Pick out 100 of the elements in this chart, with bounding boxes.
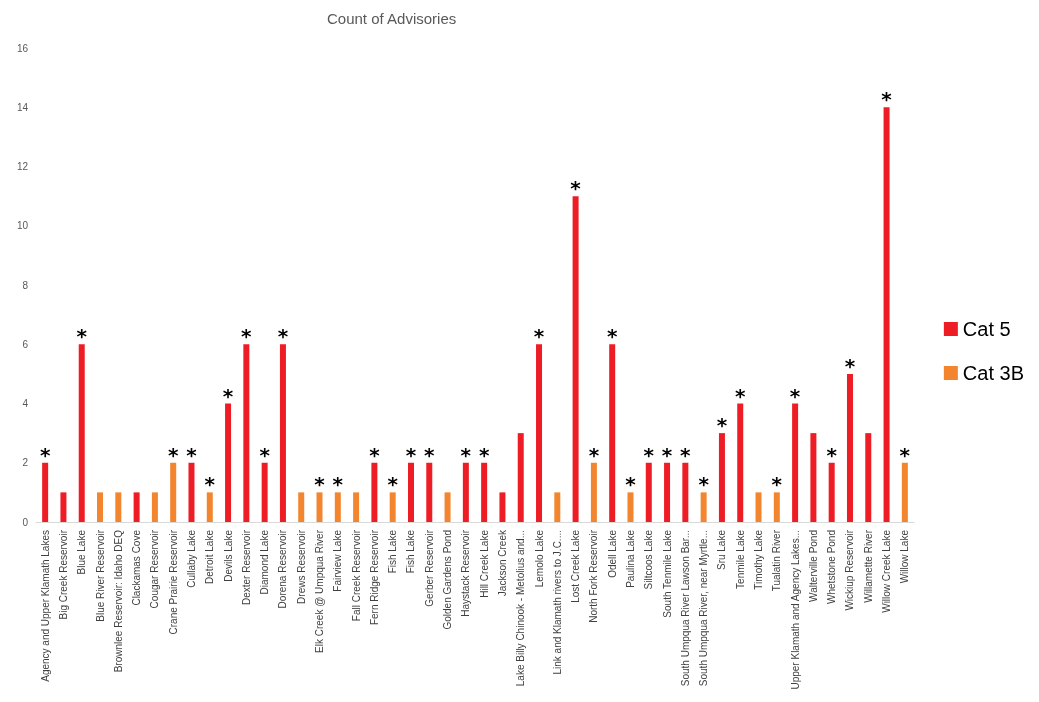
data-label: * [643, 442, 655, 467]
x-tick-label: Hill Creek Lake [478, 529, 490, 598]
x-tick-label: Drews Reservoir [295, 529, 307, 604]
x-tick-label: Willamette River [862, 529, 874, 603]
bar [664, 462, 671, 522]
bar [206, 492, 213, 522]
x-tick-label: Fall Creek Reservoir [350, 529, 362, 622]
bar [389, 492, 396, 522]
x-tick-label: Golden Gardens Pond [442, 530, 454, 630]
bar [700, 492, 707, 522]
data-label: * [424, 442, 436, 467]
data-label: * [167, 442, 179, 467]
x-tick-label: Odell Lake [606, 529, 618, 578]
data-label: * [625, 472, 637, 497]
data-label: * [716, 413, 728, 438]
bar [279, 344, 286, 522]
x-tick-label: Devils Lake [222, 529, 234, 582]
y-tick-label: 8 [22, 279, 29, 291]
y-tick-label: 2 [22, 457, 29, 469]
data-label: * [588, 442, 600, 467]
x-tick-label: Haystack Reservoir [460, 529, 472, 617]
x-tick-label: Upper Klamath and Agency Lakes... [789, 530, 801, 690]
data-label: * [698, 472, 710, 497]
y-tick-label: 6 [22, 338, 29, 350]
bar [334, 492, 341, 522]
x-tick-label: Paulina Lake [624, 529, 636, 588]
x-tick-label: Crane Prairie Reservoir [167, 529, 179, 635]
bar [426, 462, 433, 522]
bar [316, 492, 323, 522]
x-tick-label: Lemolo Lake [533, 529, 545, 588]
data-label: * [277, 324, 289, 349]
data-label: * [606, 324, 618, 349]
data-label: * [405, 442, 417, 467]
y-tick-label: 0 [22, 516, 29, 528]
x-tick-label: Dorena Reservoir [277, 529, 289, 609]
bar [371, 462, 378, 522]
bar [627, 492, 634, 522]
bar [517, 433, 524, 522]
bar [462, 462, 469, 522]
x-tick-label: Fern Ridge Reservoir [368, 529, 380, 626]
data-label: * [259, 442, 271, 467]
bar [572, 196, 579, 522]
bar [444, 492, 451, 522]
data-label: * [241, 324, 253, 349]
bar [115, 492, 122, 522]
y-tick-label: 14 [16, 101, 29, 113]
data-label: * [881, 87, 893, 112]
bar [243, 344, 250, 522]
data-label: * [314, 472, 326, 497]
x-tick-label: Big Creek Reservoir [57, 529, 69, 620]
x-tick-label: Willow Creek Lake [881, 529, 893, 613]
bar [828, 462, 835, 522]
chart-title: Count of Advisories [327, 10, 457, 27]
bar [645, 462, 652, 522]
data-label: * [771, 472, 783, 497]
bar [188, 462, 195, 522]
x-tick-label: Diamond Lake [259, 529, 271, 595]
bar [682, 462, 689, 522]
data-label: * [661, 442, 673, 467]
data-label: * [899, 442, 911, 467]
data-label: * [680, 442, 692, 467]
bar [481, 462, 488, 522]
x-tick-label: North Fork Reservoir [588, 529, 600, 623]
x-tick-label: Cougar Reservoir [149, 529, 161, 609]
bar [60, 492, 67, 522]
data-label: * [734, 383, 746, 408]
bar [773, 492, 780, 522]
x-tick-label: Wickiup Reservoir [844, 529, 856, 611]
data-label: * [186, 442, 198, 467]
x-tick-label: Sru Lake [716, 529, 728, 571]
legend-label: Cat 5 [962, 318, 1011, 340]
bar [883, 107, 890, 522]
y-tick-label: 10 [16, 220, 29, 232]
bar [151, 492, 158, 522]
bar [261, 462, 268, 522]
data-label: * [387, 472, 399, 497]
x-tick-label: Willow Lake [899, 529, 911, 584]
bar [590, 462, 597, 522]
y-tick-label: 16 [16, 42, 29, 54]
x-tick-label: South Umpqua River Lawson Bar... [679, 530, 691, 687]
bar [133, 492, 140, 522]
x-tick-label: Cullaby Lake [185, 529, 197, 588]
y-tick-label: 4 [22, 398, 29, 409]
x-tick-label: Detroit Lake [204, 529, 216, 584]
data-label: * [533, 324, 545, 349]
x-tick-label: Walterville Pond [807, 530, 819, 602]
x-tick-label: Jackson Creek [496, 529, 508, 597]
data-label: * [39, 442, 51, 467]
bar [718, 433, 725, 522]
data-label: * [76, 324, 88, 349]
data-label: * [222, 383, 234, 408]
x-tick-label: Tualatin River [771, 529, 783, 592]
x-tick-label: Elk Creek @ Umpqua River [314, 529, 326, 653]
bar [225, 403, 232, 522]
bar [407, 462, 414, 522]
bar [792, 403, 799, 522]
bar [499, 492, 506, 522]
data-label: * [204, 472, 216, 497]
bar [865, 433, 872, 522]
bar [554, 492, 561, 522]
